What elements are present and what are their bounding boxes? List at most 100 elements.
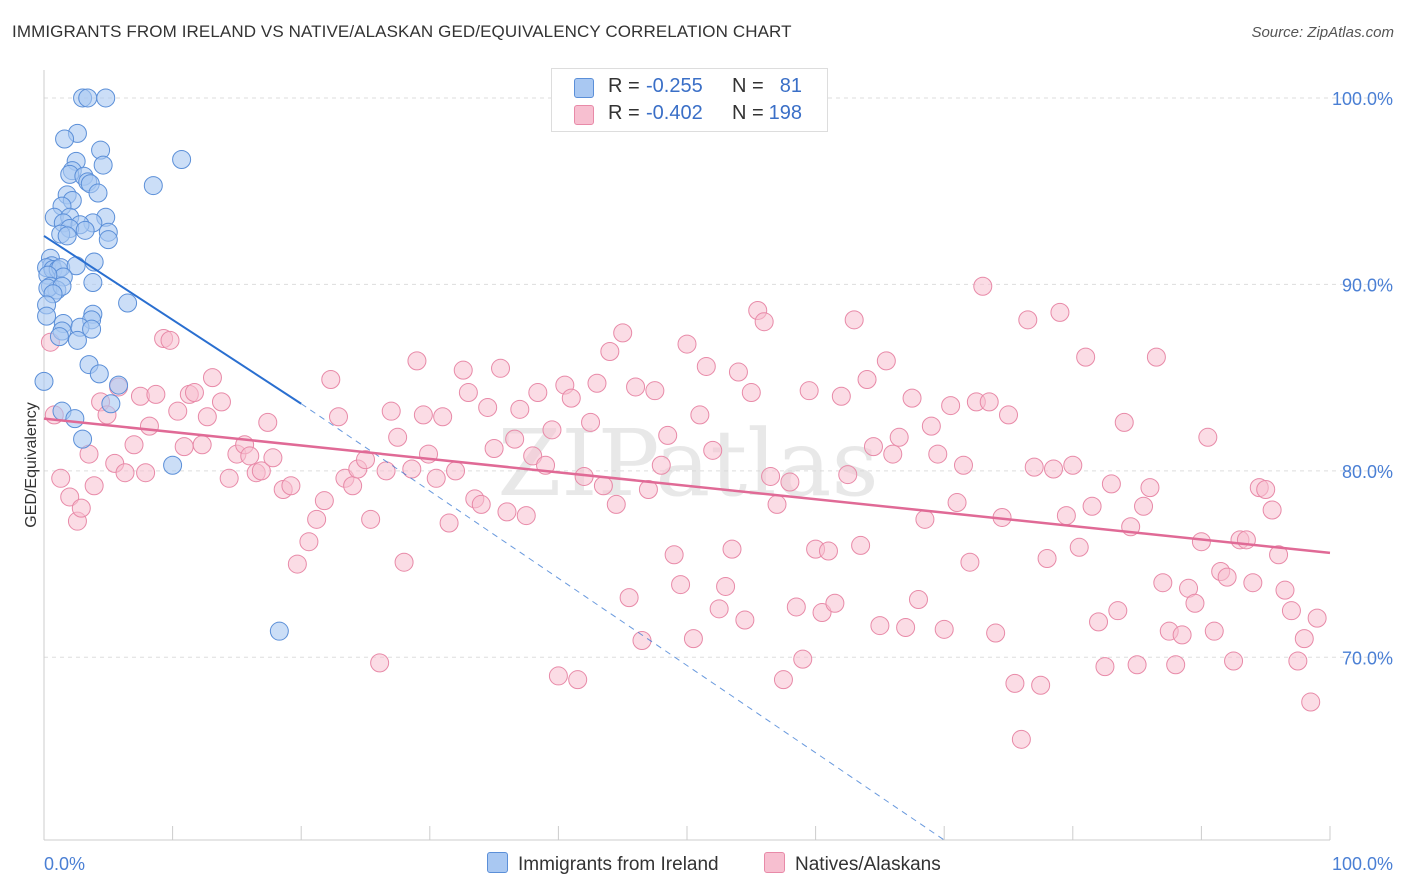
natives-point [1024, 457, 1044, 477]
natives-point [174, 437, 194, 457]
natives-point [645, 381, 665, 401]
ireland-point [49, 327, 69, 347]
bottom-legend-natives: Natives/Alaskans [764, 852, 941, 876]
legend-n-label: N = [732, 75, 764, 97]
natives-point [510, 399, 530, 419]
source-label: Source: ZipAtlas.com [1251, 24, 1394, 41]
natives-point [883, 444, 903, 464]
series-natives-points [40, 276, 1327, 749]
ireland-point [37, 306, 57, 326]
natives-point [1076, 347, 1096, 367]
natives-point [799, 381, 819, 401]
natives-point [632, 631, 652, 651]
natives-point [343, 476, 363, 496]
natives-point [71, 498, 91, 518]
natives-point [928, 444, 948, 464]
natives-point [716, 576, 736, 596]
natives-point [1082, 496, 1102, 516]
natives-point [767, 494, 787, 514]
y-axis-label: GED/Equivalency [23, 402, 40, 527]
natives-point [1127, 655, 1147, 675]
ireland-point [96, 88, 116, 108]
ireland-point [78, 88, 98, 108]
natives-point [484, 438, 504, 458]
natives-point [1204, 621, 1224, 641]
natives-point [184, 383, 204, 403]
natives-point [388, 427, 408, 447]
natives-point [1063, 455, 1083, 475]
natives-point [1050, 302, 1070, 322]
legend-swatch-ireland [487, 852, 508, 873]
natives-point [915, 509, 935, 529]
natives-point [124, 435, 144, 455]
natives-point [857, 369, 877, 389]
natives-point [202, 368, 222, 388]
bottom-legend-ireland: Immigrants from Ireland [487, 852, 719, 876]
y-tick-label: 100.0% [1332, 89, 1393, 109]
natives-point [251, 461, 271, 481]
ireland-point [55, 129, 75, 149]
natives-point [793, 649, 813, 669]
natives-point [356, 450, 375, 470]
natives-point [722, 539, 742, 559]
ireland-point [172, 149, 192, 169]
natives-point [471, 494, 491, 514]
natives-point [619, 588, 639, 608]
natives-point [192, 435, 212, 455]
ireland-point [82, 319, 102, 339]
legend-n-label: N = [732, 102, 764, 124]
natives-point [1198, 427, 1218, 447]
natives-point [587, 373, 607, 393]
chart-title: IMMIGRANTS FROM IRELAND VS NATIVE/ALASKA… [12, 22, 792, 41]
natives-point [542, 420, 562, 440]
natives-point [413, 405, 433, 425]
ireland-point [89, 364, 109, 384]
natives-point [160, 330, 180, 350]
natives-point [197, 407, 217, 427]
natives-point [1288, 651, 1308, 671]
natives-point [1281, 601, 1301, 621]
natives-point [690, 405, 710, 425]
natives-point [1044, 459, 1064, 479]
natives-point [876, 351, 896, 371]
natives-point [211, 392, 231, 412]
natives-point [453, 360, 473, 380]
ireland-point [75, 220, 95, 240]
natives-point [986, 623, 1006, 643]
natives-point [1301, 692, 1321, 712]
natives-point [548, 666, 568, 686]
natives-point [458, 383, 478, 403]
legend-swatch-natives [574, 105, 594, 125]
natives-point [870, 616, 890, 636]
natives-point [863, 437, 883, 457]
natives-point [1146, 347, 1166, 367]
y-tick-label: 80.0% [1342, 462, 1393, 482]
legend-label-natives: Natives/Alaskans [795, 854, 941, 875]
natives-point [299, 532, 319, 552]
natives-point [219, 468, 239, 488]
natives-point [728, 362, 748, 382]
natives-point [1269, 545, 1289, 565]
natives-point [658, 425, 678, 445]
natives-point [1153, 573, 1173, 593]
ireland-point [88, 183, 108, 203]
natives-point [314, 491, 334, 511]
series-ireland-points [34, 88, 289, 641]
ireland-point [67, 330, 87, 350]
natives-point [402, 459, 422, 479]
natives-point [1089, 612, 1109, 632]
natives-point [889, 427, 909, 447]
natives-point [600, 342, 620, 362]
axes [43, 70, 1331, 841]
natives-point [1069, 537, 1089, 557]
natives-point [115, 463, 135, 483]
natives-point [478, 397, 498, 417]
legend-n-value: 81 [779, 75, 802, 97]
ireland-point [73, 429, 93, 449]
ireland-point [83, 273, 103, 293]
natives-point [1134, 496, 1154, 516]
natives-point [168, 401, 188, 421]
ireland-point [65, 409, 85, 429]
ireland-trend-line [43, 235, 302, 405]
natives-point [258, 412, 278, 432]
